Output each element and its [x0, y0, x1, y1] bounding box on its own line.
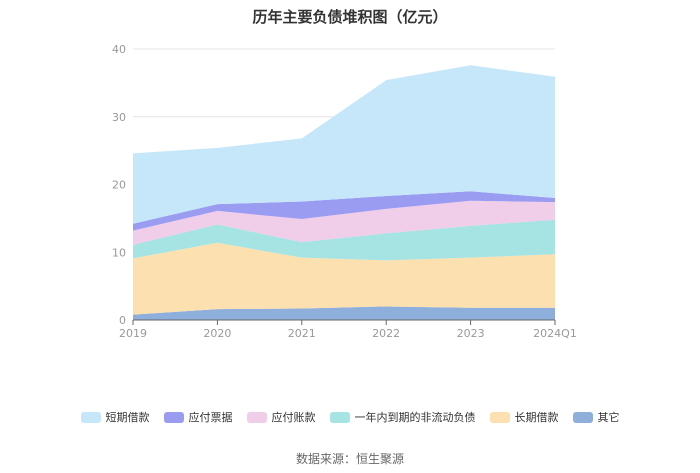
- y-tick-label: 20: [112, 179, 126, 192]
- x-tick-label: 2022: [372, 327, 400, 340]
- legend-swatch: [489, 411, 510, 423]
- legend-item-short-term-loans[interactable]: 短期借款: [80, 409, 150, 425]
- data-source: 数据来源：恒生聚源: [295, 452, 404, 466]
- x-tick-label: 2023: [457, 327, 485, 340]
- y-tick-label: 30: [112, 111, 126, 124]
- x-tick-label: 2019: [119, 327, 147, 340]
- legend-swatch: [80, 411, 101, 423]
- legend-label: 短期借款: [105, 411, 150, 424]
- legend-swatch: [329, 411, 350, 423]
- chart-title: 历年主要负债堆积图（亿元）: [252, 8, 448, 26]
- legend-item-current-noncurrent-liabilities[interactable]: 一年内到期的非流动负债: [329, 409, 476, 425]
- x-tick-label: 2021: [288, 327, 316, 340]
- legend-item-long-term-loans[interactable]: 长期借款: [489, 409, 559, 425]
- legend-swatch: [572, 411, 593, 423]
- series-area: [133, 191, 555, 231]
- legend-swatch: [246, 411, 267, 423]
- legend-label: 长期借款: [514, 411, 559, 424]
- series-area: [133, 65, 555, 224]
- series-area: [133, 200, 555, 245]
- legend-label: 应付账款: [271, 411, 316, 424]
- y-tick-label: 0: [119, 314, 126, 327]
- x-tick-label: 2020: [203, 327, 231, 340]
- chart-legend: 短期借款 应付票据 应付账款 一年内到期的非流动负债 长期借款 其它: [0, 409, 700, 425]
- series-area: [133, 219, 555, 261]
- y-tick-label: 40: [112, 43, 126, 56]
- series-area: [133, 306, 555, 320]
- series-area: [133, 242, 555, 315]
- legend-item-notes-payable[interactable]: 应付票据: [163, 409, 233, 425]
- legend-label: 一年内到期的非流动负债: [354, 411, 476, 424]
- legend-label: 其它: [597, 411, 620, 424]
- legend-label: 应付票据: [188, 411, 233, 424]
- y-tick-label: 10: [112, 246, 126, 259]
- x-tick-label: 2024Q1: [533, 327, 577, 340]
- legend-item-accounts-payable[interactable]: 应付账款: [246, 409, 316, 425]
- legend-swatch: [163, 411, 184, 423]
- legend-item-other[interactable]: 其它: [572, 409, 620, 425]
